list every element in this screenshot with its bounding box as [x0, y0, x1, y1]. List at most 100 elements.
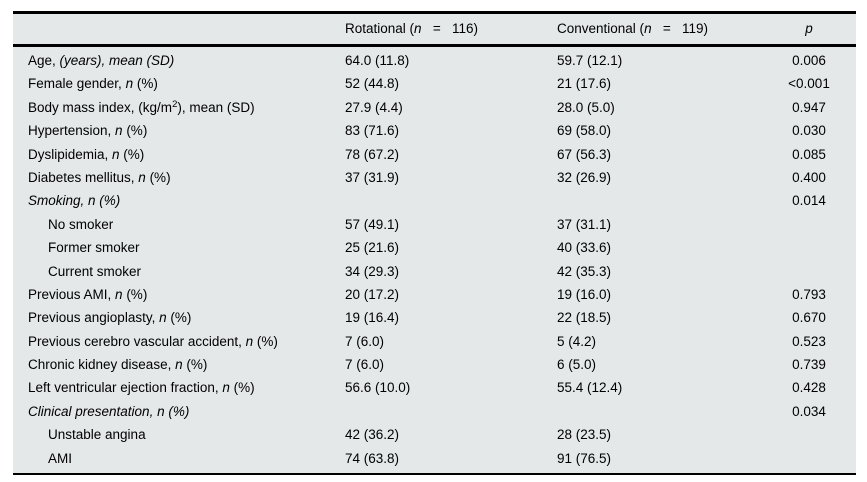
row-label: Chronic kidney disease, n (%) — [28, 353, 345, 376]
text-segment: (%) — [122, 286, 148, 302]
text-segment: n — [222, 380, 230, 396]
row-label: Diabetes mellitus, n (%) — [28, 166, 345, 189]
text-segment: p — [805, 21, 813, 36]
text-segment: Left ventricular ejection fraction, — [28, 380, 223, 396]
text-segment: 40 (33.6) — [557, 240, 612, 256]
text-segment: 0.428 — [792, 380, 826, 396]
row-label: Unstable angina — [28, 423, 345, 446]
rotational-value: 34 (29.3) — [345, 260, 557, 283]
text-segment: 0.523 — [792, 333, 826, 349]
text-segment: 0.793 — [792, 286, 826, 302]
conventional-value: 91 (76.5) — [557, 447, 762, 470]
text-segment: 28.0 (5.0) — [557, 99, 615, 115]
text-segment: 83 (71.6) — [345, 123, 400, 139]
text-segment: n — [245, 333, 254, 349]
text-segment: (%) — [253, 333, 278, 349]
text-segment: 0.034 — [792, 403, 826, 419]
text-segment: 57 (49.1) — [345, 216, 400, 232]
text-segment: Female gender, — [28, 76, 126, 92]
table-row: Chronic kidney disease, n (%) 7 (6.0) 6 (5… — [13, 353, 856, 376]
text-segment: Conventional ( — [557, 21, 645, 36]
text-segment: (%) — [145, 169, 171, 185]
row-label: Previous angioplasty, n (%) — [28, 306, 345, 329]
text-segment: 0.014 — [792, 193, 826, 209]
row-label: Smoking, n (%) — [28, 189, 345, 212]
text-segment: 27.9 (4.4) — [345, 99, 403, 115]
text-segment: Rotational ( — [345, 21, 415, 36]
text-segment: AMI — [48, 450, 73, 466]
rotational-value: 42 (36.2) — [345, 423, 557, 446]
table-row: Hypertension, n (%) 83 (71.6) 69 (58.0) 0.0… — [13, 119, 856, 142]
rotational-value: 27.9 (4.4) — [345, 96, 557, 119]
text-segment: 42 (36.2) — [345, 427, 400, 443]
table-row: Smoking, n (%) 0.014 — [13, 189, 856, 212]
text-segment: 7 (6.0) — [345, 333, 385, 349]
table-row: Female gender, n (%) 52 (44.8) 21 (17.6) <0… — [13, 72, 856, 95]
text-segment: 0.670 — [792, 310, 826, 326]
row-label: AMI — [28, 447, 345, 470]
text-segment: Age, — [28, 53, 60, 68]
row-label: Age, (years), mean (SD) — [28, 49, 345, 72]
conventional-value: 32 (26.9) — [557, 166, 762, 189]
text-segment: n — [414, 21, 422, 36]
p-value: 0.428 — [762, 376, 856, 399]
p-value: 0.085 — [762, 143, 856, 166]
row-label: Body mass index, (kg/m2), mean (SD) — [28, 96, 345, 119]
text-segment: Chronic kidney disease, — [28, 357, 176, 373]
table-header-row: Rotational (n = 116) Conventional (n = 1… — [13, 14, 856, 47]
p-value — [762, 447, 856, 470]
conventional-value — [557, 400, 762, 423]
text-segment: 0.400 — [792, 169, 826, 185]
text-segment: 28 (23.5) — [557, 427, 612, 443]
table-row: Current smoker 34 (29.3) 42 (35.3) — [13, 260, 856, 283]
col-header-characteristic — [28, 14, 345, 44]
text-segment: Previous AMI, — [28, 286, 116, 302]
row-label: No smoker — [28, 213, 345, 236]
text-segment: Unstable angina — [48, 427, 146, 443]
rotational-value: 19 (16.4) — [345, 306, 557, 329]
p-value — [762, 423, 856, 446]
text-segment: Previous angioplasty, — [28, 310, 160, 326]
rotational-value: 7 (6.0) — [345, 353, 557, 376]
rotational-value — [345, 400, 557, 423]
text-segment: Current smoker — [48, 263, 142, 279]
row-label: Left ventricular ejection fraction, n (%… — [28, 376, 345, 399]
text-segment: 74 (63.8) — [345, 450, 400, 466]
p-value — [762, 213, 856, 236]
text-segment: n — [112, 146, 120, 162]
p-value: 0.523 — [762, 330, 856, 353]
text-segment: Smoking, n (%) — [28, 193, 121, 209]
rotational-value: 74 (63.8) — [345, 447, 557, 470]
p-value: 0.947 — [762, 96, 856, 119]
text-segment: 59.7 (12.1) — [557, 53, 623, 68]
text-segment: (%) — [122, 123, 148, 139]
rotational-value: 56.6 (10.0) — [345, 376, 557, 399]
text-segment: No smoker — [48, 216, 114, 232]
conventional-value: 67 (56.3) — [557, 143, 762, 166]
row-label: Previous cerebro vascular accident, n (%… — [28, 330, 345, 353]
text-segment: 32 (26.9) — [557, 169, 612, 185]
text-segment: 37 (31.9) — [345, 169, 400, 185]
conventional-value: 19 (16.0) — [557, 283, 762, 306]
text-segment: 67 (56.3) — [557, 146, 612, 162]
text-segment: n — [138, 169, 146, 185]
text-segment: 0.085 — [792, 146, 826, 162]
text-segment: 55.4 (12.4) — [557, 380, 623, 396]
conventional-value — [557, 189, 762, 212]
rotational-value: 83 (71.6) — [345, 119, 557, 142]
text-segment: (%) — [166, 310, 192, 326]
text-segment: (%) — [133, 76, 158, 92]
rotational-value: 7 (6.0) — [345, 330, 557, 353]
text-segment: 25 (21.6) — [345, 240, 400, 256]
table-body: Age, (years), mean (SD) 64.0 (11.8) 59.7 (… — [13, 47, 856, 473]
text-segment: 22 (18.5) — [557, 310, 612, 326]
conventional-value: 28.0 (5.0) — [557, 96, 762, 119]
col-header-p: p — [762, 14, 856, 44]
text-segment: 42 (35.3) — [557, 263, 612, 279]
text-segment: 2 — [172, 98, 178, 110]
text-segment: Diabetes mellitus, — [28, 169, 139, 185]
text-segment: 19 (16.0) — [557, 286, 612, 302]
text-segment: n — [115, 286, 123, 302]
table-row: Former smoker 25 (21.6) 40 (33.6) — [13, 236, 856, 259]
conventional-value: 55.4 (12.4) — [557, 376, 762, 399]
